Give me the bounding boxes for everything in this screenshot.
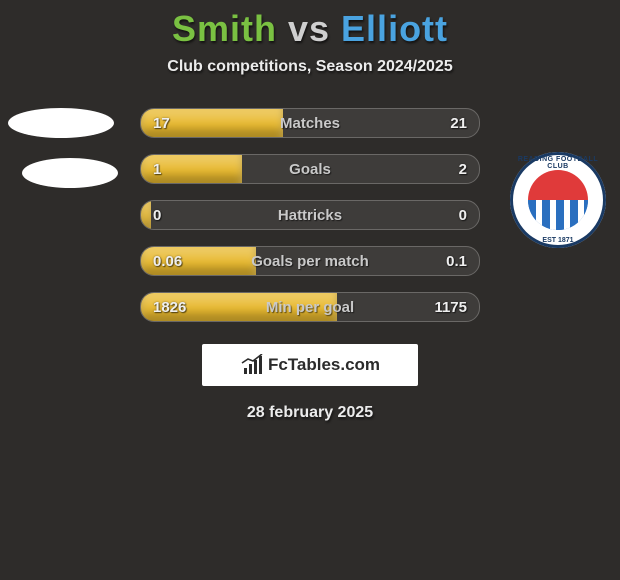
stat-row: 1 Goals 2: [140, 154, 480, 184]
brand-badge: FcTables.com: [202, 344, 418, 386]
stat-value-left: 17: [153, 109, 170, 137]
stat-label: Hattricks: [141, 201, 479, 229]
stat-value-right: 0: [459, 201, 467, 229]
club-logo-ring-text-bottom: EST 1871: [510, 237, 606, 244]
stat-row: 1826 Min per goal 1175: [140, 292, 480, 322]
club-logo-ring-text-top: READING FOOTBALL CLUB: [510, 156, 606, 170]
comparison-card: Smith vs Elliott Club competitions, Seas…: [0, 0, 620, 580]
stat-value-right: 2: [459, 155, 467, 183]
brand-text: FcTables.com: [268, 355, 380, 375]
stat-value-right: 1175: [434, 293, 467, 321]
badge-ellipse-2: [22, 158, 118, 188]
brand-chart-icon: [240, 356, 262, 374]
club-logo-inner: [528, 170, 588, 230]
player2-club-logo: READING FOOTBALL CLUB EST 1871: [510, 152, 610, 252]
player2-name: Elliott: [341, 8, 448, 49]
club-logo-stripes: [528, 170, 588, 230]
stat-value-right: 0.1: [446, 247, 467, 275]
content-area: READING FOOTBALL CLUB EST 1871 17 Matche…: [0, 112, 620, 332]
page-title: Smith vs Elliott: [0, 0, 620, 50]
stat-value-left: 1826: [153, 293, 186, 321]
stats-bars: 17 Matches 21 1 Goals 2 0 Hattricks 0 0.…: [140, 108, 480, 338]
stat-row: 0.06 Goals per match 0.1: [140, 246, 480, 276]
subtitle: Club competitions, Season 2024/2025: [0, 58, 620, 76]
stat-value-left: 0.06: [153, 247, 182, 275]
player1-badge-area: [8, 108, 123, 228]
vs-separator: vs: [288, 8, 330, 49]
stat-fill: [141, 201, 151, 229]
stat-value-right: 21: [450, 109, 467, 137]
badge-ellipse-1: [8, 108, 114, 138]
date-text: 28 february 2025: [0, 404, 620, 422]
player1-name: Smith: [172, 8, 277, 49]
stat-value-left: 1: [153, 155, 161, 183]
stat-row: 0 Hattricks 0: [140, 200, 480, 230]
stat-row: 17 Matches 21: [140, 108, 480, 138]
club-logo-ring: READING FOOTBALL CLUB EST 1871: [510, 152, 606, 248]
stat-value-left: 0: [153, 201, 161, 229]
